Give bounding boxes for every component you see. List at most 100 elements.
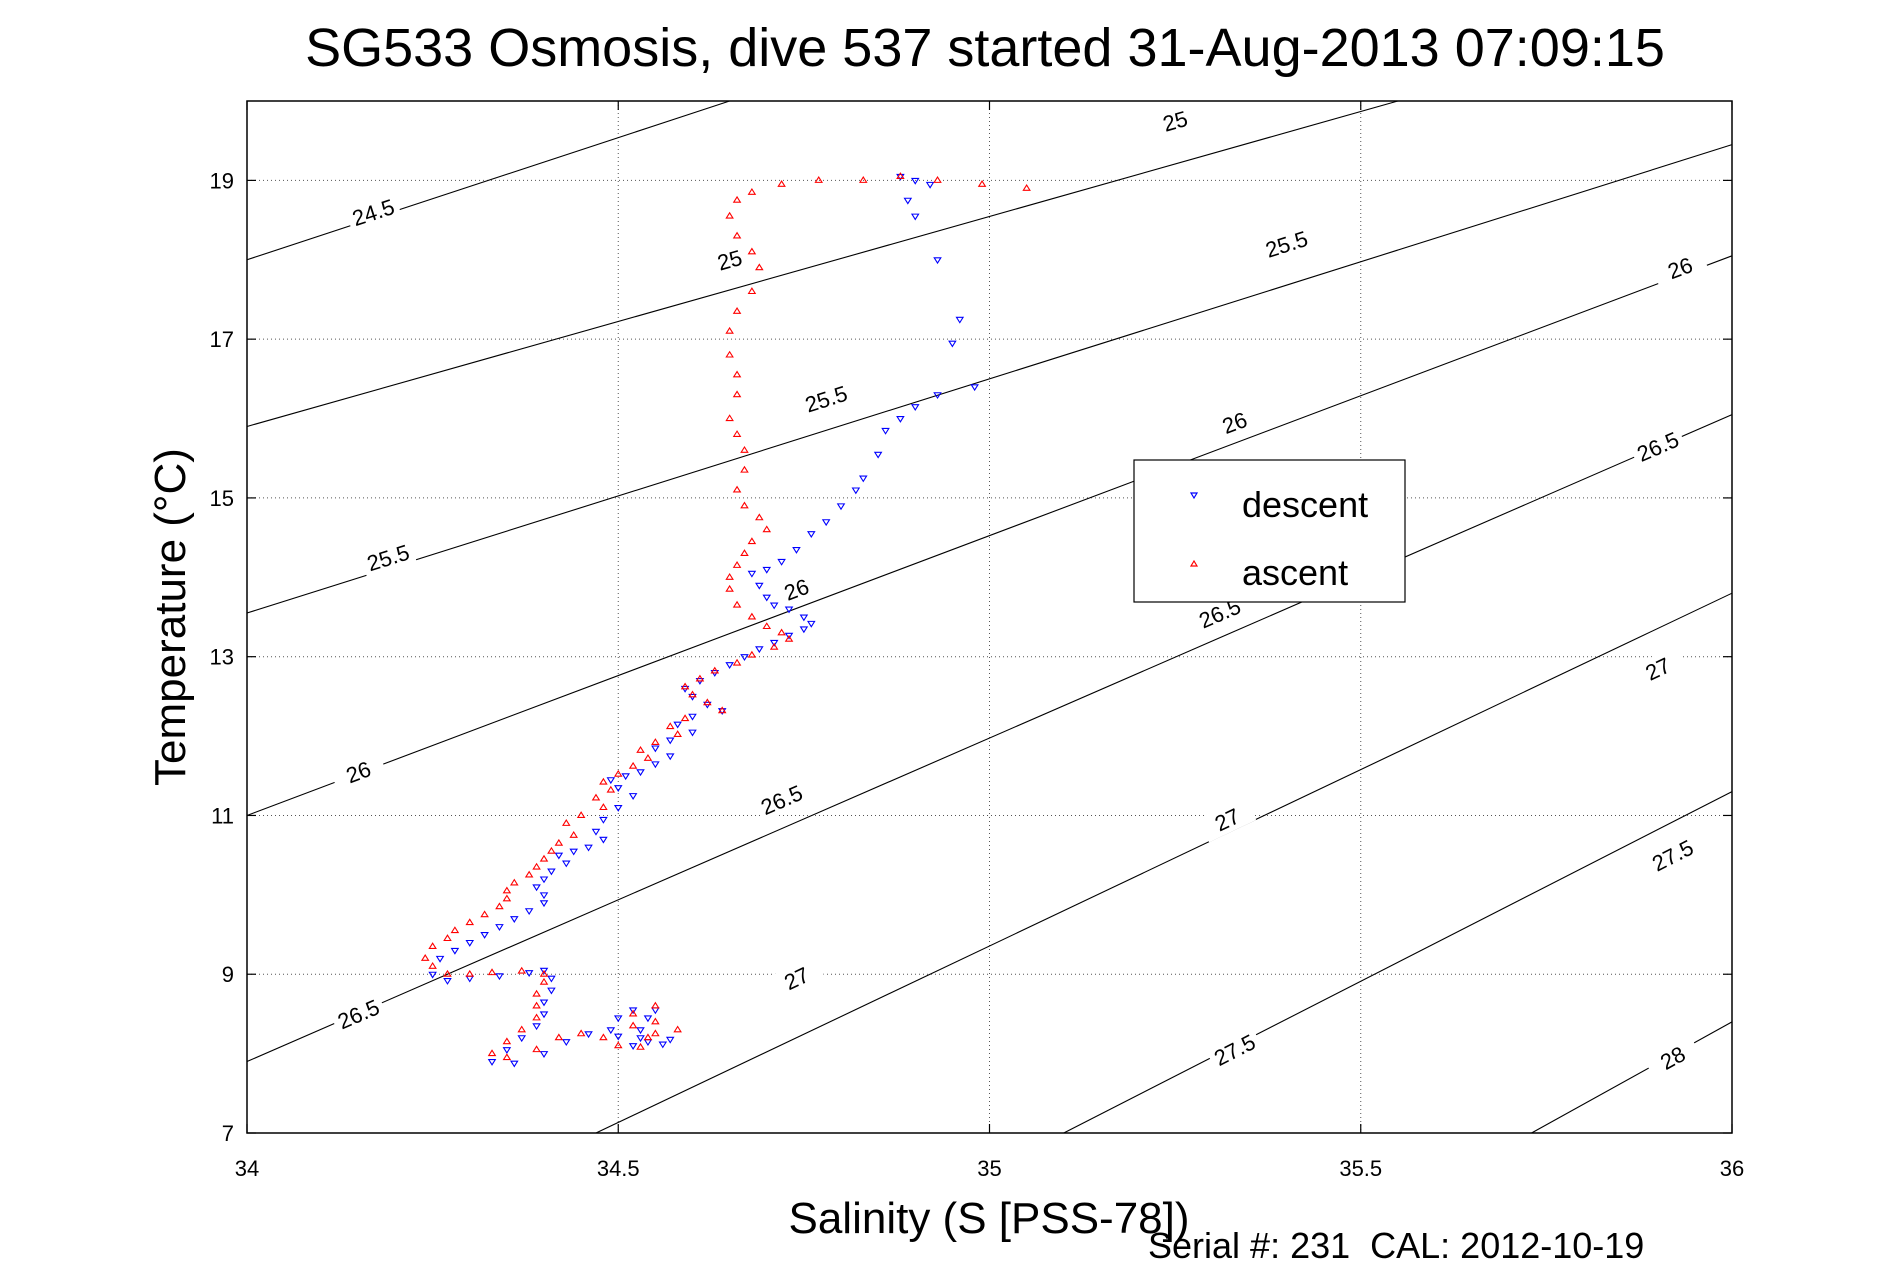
ascent-point (1022, 183, 1031, 191)
descent-point (539, 900, 549, 908)
descent-point (636, 1035, 645, 1043)
ascent-point (517, 1025, 527, 1033)
isopycnal-label-mask (767, 567, 826, 611)
descent-point (933, 392, 942, 400)
ascent-point (606, 785, 616, 793)
descent-point (665, 1036, 675, 1044)
isopycnal-label-mask (767, 955, 826, 1002)
ascent-point (495, 902, 504, 910)
isopycnal-line (1531, 1021, 1733, 1134)
ascent-point (747, 247, 757, 255)
y-tick-label: 19 (210, 168, 234, 193)
isopycnal-label-mask (1643, 1033, 1702, 1082)
ascent-point (502, 894, 512, 902)
ascent-point (428, 961, 437, 969)
descent-point (510, 1060, 519, 1068)
descent-point (799, 626, 809, 634)
ascent-point (651, 738, 660, 745)
descent-point (428, 971, 437, 979)
ascent-point (680, 682, 690, 690)
descent-point (955, 316, 965, 324)
descent-point (532, 884, 541, 892)
isopycnal-label-mask (1205, 401, 1264, 444)
ascent-point (576, 811, 586, 818)
ascent-point (599, 1033, 608, 1041)
descent-point (836, 503, 846, 511)
descent-point (740, 654, 749, 662)
descent-point (799, 614, 809, 622)
descent-point (665, 737, 675, 745)
isopycnal-label-mask (1651, 246, 1709, 290)
descent-point (910, 177, 920, 185)
descent-point (613, 785, 623, 793)
descent-point (717, 708, 727, 716)
serial-cal-footer: Serial #: 231 CAL: 2012-10-19 (1148, 1225, 1644, 1262)
isopycnal-label-mask (1257, 223, 1316, 265)
descent-point (762, 566, 772, 574)
ascent-point (487, 1049, 497, 1057)
ascent-point (896, 172, 905, 179)
ascent-point (710, 666, 720, 674)
descent-point (599, 836, 608, 844)
descent-point (755, 582, 764, 590)
ascent-point (673, 730, 682, 738)
ascent-point (628, 1021, 638, 1029)
descent-point (628, 1007, 638, 1015)
ascent-point (443, 934, 452, 942)
descent-point (539, 967, 549, 975)
descent-point (873, 451, 883, 459)
descent-point (688, 713, 697, 721)
ascent-point (487, 968, 497, 976)
legend-descent-label: descent (1242, 484, 1368, 525)
descent-point (807, 620, 816, 628)
descent-point (613, 1033, 623, 1041)
isopycnal-label-mask (1628, 424, 1687, 469)
descent-point (584, 844, 593, 852)
descent-point (858, 475, 868, 483)
ascent-point (591, 793, 601, 801)
descent-point (792, 546, 801, 554)
ascent-point (725, 572, 734, 580)
legend: descent ascent (1133, 459, 1406, 603)
descent-point (547, 868, 556, 876)
descent-point (628, 793, 638, 800)
descent-point (524, 908, 534, 916)
descent-point (435, 955, 445, 963)
descent-point (510, 916, 519, 923)
descent-point (673, 721, 682, 729)
ascent-point (539, 969, 549, 977)
descent-point (933, 257, 942, 265)
descent-point (613, 804, 623, 812)
grid-lines (247, 101, 1732, 1133)
ascent-point (725, 350, 734, 358)
isopycnal-label-mask (752, 777, 811, 822)
descent-point (613, 1015, 623, 1023)
descent-point (554, 852, 564, 860)
descent-point (910, 213, 920, 221)
descent-point (896, 416, 905, 423)
ascent-point (747, 537, 757, 545)
descent-point (539, 892, 549, 900)
descent-point (569, 848, 578, 856)
ascent-point (576, 1029, 586, 1037)
descent-point (910, 404, 920, 411)
isopycnal-label-mask (329, 750, 388, 794)
descent-point (487, 1059, 497, 1066)
descent-point (762, 594, 772, 602)
descent-point (599, 816, 608, 824)
descent-point (539, 1051, 549, 1058)
descent-point (807, 531, 816, 538)
ascent-point (725, 584, 734, 592)
ascent-point (532, 989, 541, 997)
descent-point (561, 1039, 571, 1047)
ascent-point (732, 195, 742, 203)
ascent-point (554, 838, 564, 846)
x-tick-label: 36 (1720, 1156, 1744, 1181)
descent-point (465, 939, 475, 947)
x-tick-label: 34 (235, 1156, 259, 1181)
ascent-point (740, 549, 749, 557)
descent-point (636, 1027, 645, 1035)
ascent-point (747, 612, 757, 620)
x-tick-label: 35 (977, 1156, 1001, 1181)
